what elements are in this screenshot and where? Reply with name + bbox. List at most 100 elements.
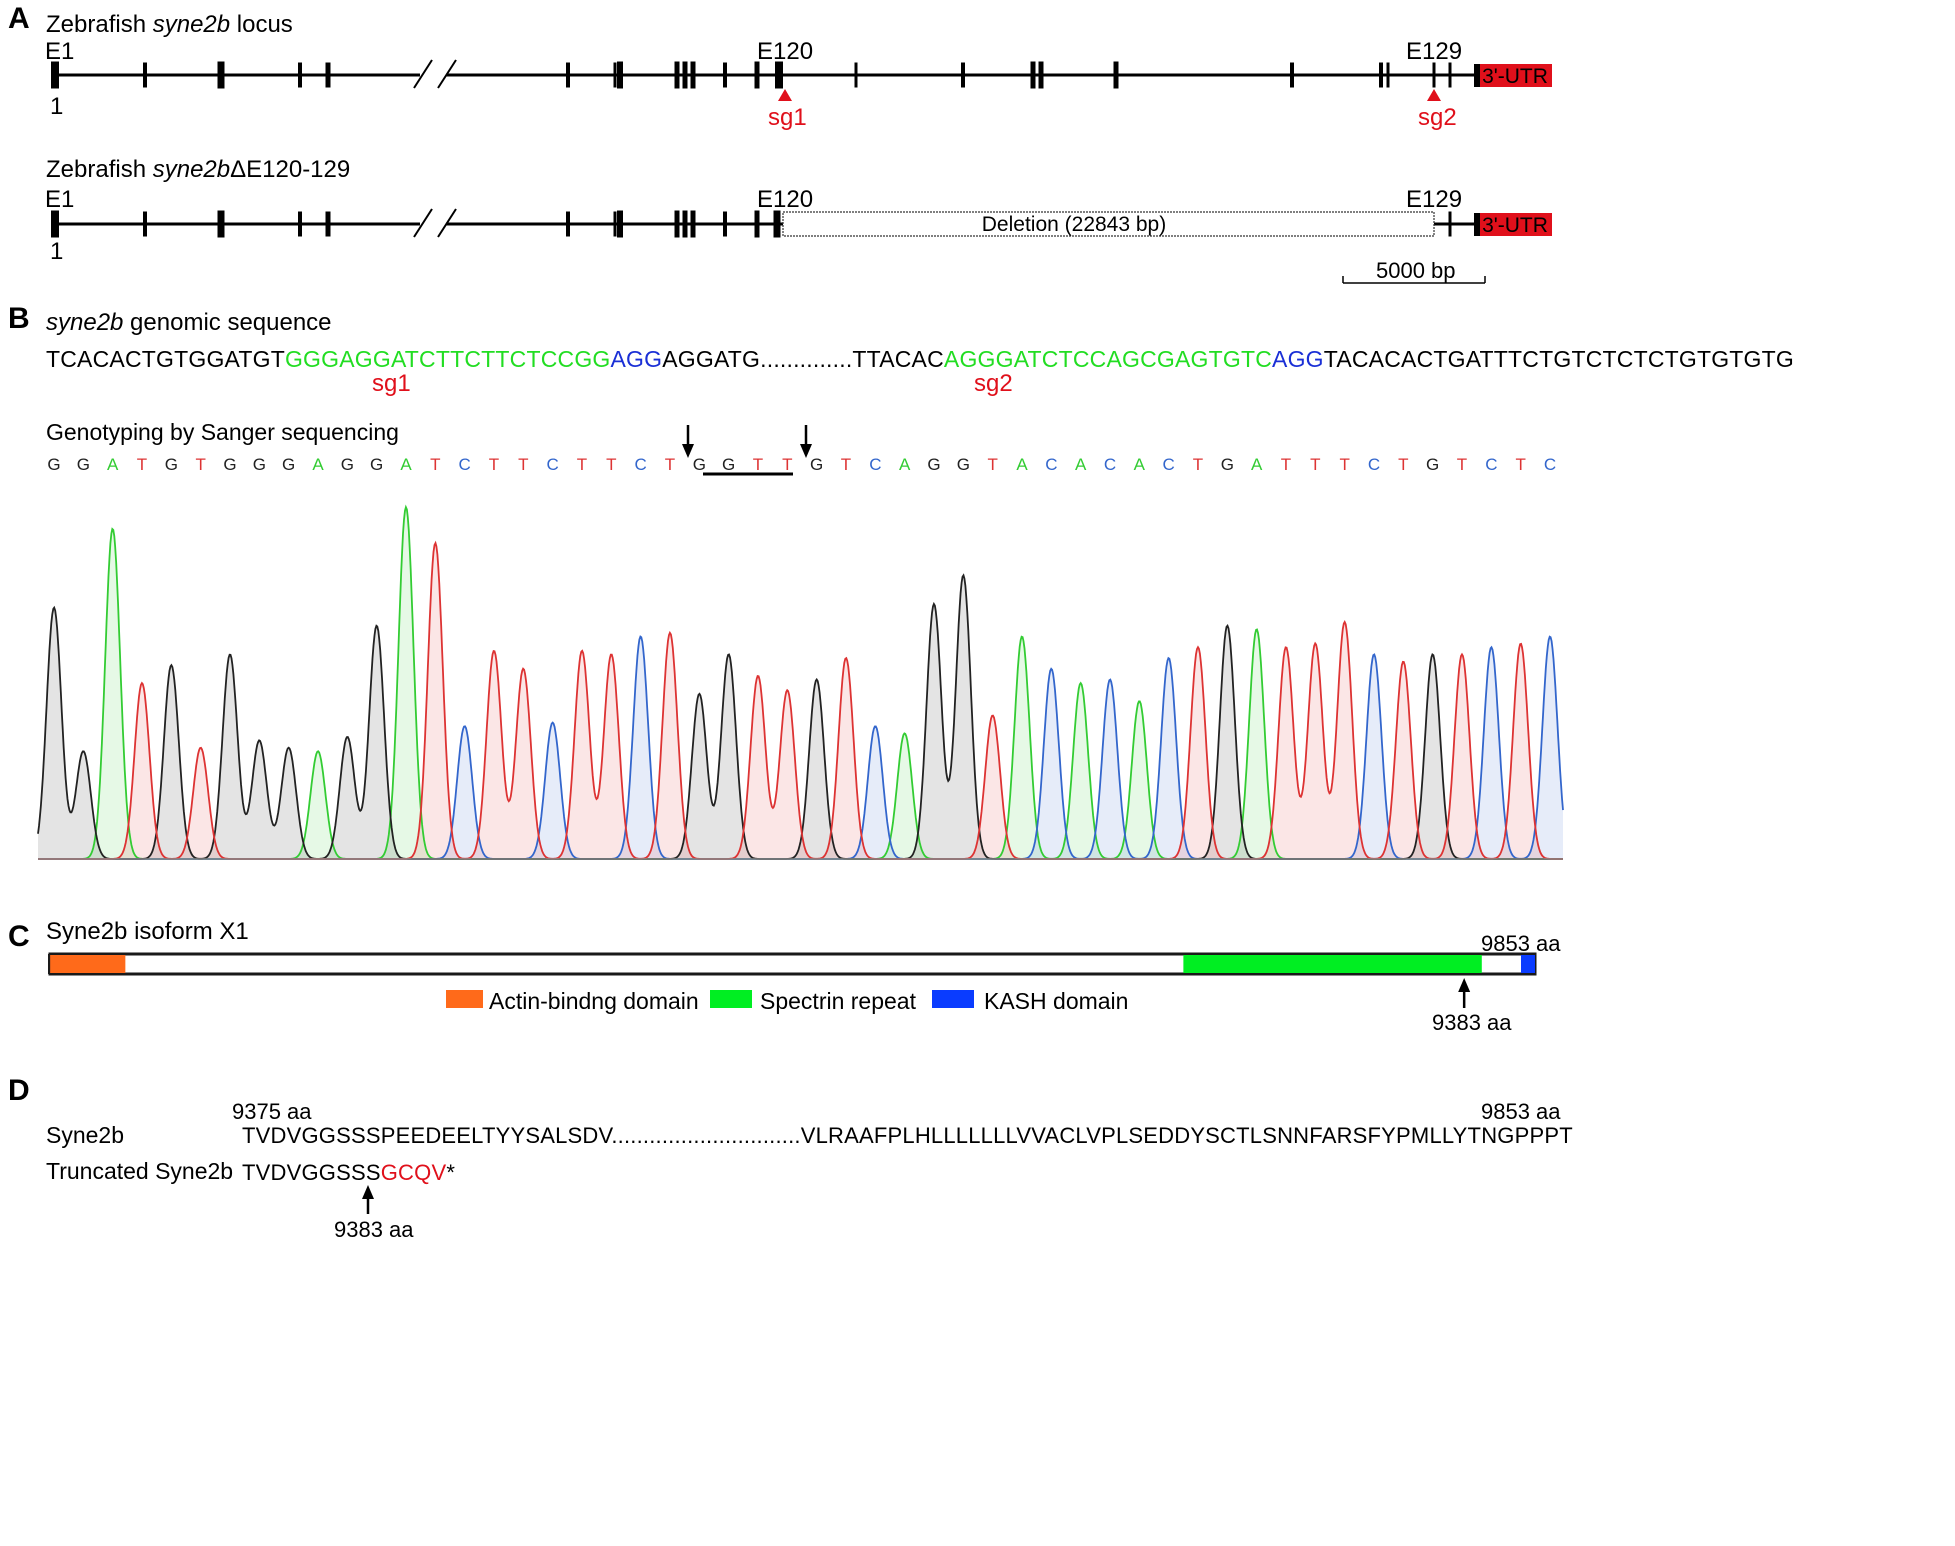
base-call: C: [869, 455, 881, 474]
base-call: G: [282, 455, 295, 474]
seq-sg2-pam: AGG: [1272, 346, 1324, 372]
kash-domain: [1520, 955, 1535, 973]
panel-letter-b: B: [8, 302, 30, 335]
scale-bar: [1342, 276, 1486, 284]
deletion-track: Deletion (22843 bp) 3'-UTR: [51, 208, 1552, 238]
panel-letter-a: A: [8, 2, 30, 35]
base-call: A: [899, 455, 911, 474]
base-call: T: [782, 455, 792, 474]
sg2-arrowhead: [1427, 89, 1441, 101]
deletion-label: Deletion (22843 bp): [982, 213, 1166, 236]
genomic-sequence-title: syne2b genomic sequence: [46, 309, 332, 337]
locus-break-mark-2: [437, 59, 457, 89]
locus-title-gene: syne2b: [152, 11, 231, 38]
exon-mark: [1030, 61, 1036, 89]
spectrin-repeat-domain: [1183, 955, 1482, 973]
exon-mark: [217, 61, 225, 89]
deletion-pos1-label: 1: [50, 238, 64, 265]
base-call: C: [1104, 455, 1116, 474]
truncation-arrow-head: [1458, 978, 1471, 992]
deletion-title-prefix: Zebrafish: [46, 156, 153, 183]
base-call: T: [1398, 455, 1408, 474]
exon-mark: [754, 61, 760, 89]
seq-start-label: 9375 aa: [232, 1099, 312, 1124]
base-call: G: [77, 455, 90, 474]
base-call: T: [1339, 455, 1349, 474]
legend-actin-label: Actin-bindng domain: [489, 988, 699, 1014]
deletion-box: [782, 211, 1435, 237]
truncated-row-name: Truncated Syne2b: [46, 1158, 234, 1184]
locus-utr-box: [1474, 64, 1552, 87]
base-call: T: [841, 455, 851, 474]
syne2b-row-seq: TVDVGGSSSPEEDEELTYYSALSDV...............…: [242, 1123, 1573, 1148]
legend-swatch-actin: [446, 990, 483, 1008]
exon-mark: [690, 210, 696, 238]
base-call: A: [1016, 455, 1028, 474]
exon-mark: [961, 62, 965, 88]
base-call: T: [489, 455, 499, 474]
locus-utr-label: 3'-UTR: [1482, 65, 1548, 88]
truncated-seq-stop: *: [446, 1160, 456, 1185]
seq-sg2-target: AGGGATCTCCAGCGAGTGTC: [943, 346, 1273, 372]
del-break-mark-2: [437, 208, 457, 238]
del-utr-box: [1474, 213, 1552, 236]
locus-track: 3'-UTR: [51, 59, 1552, 101]
base-call: T: [137, 455, 147, 474]
panel-letter-d: D: [8, 1074, 30, 1107]
seq-part-1: TCACACTGTGGATGT: [46, 346, 285, 372]
base-call: G: [957, 455, 970, 474]
base-call: G: [253, 455, 266, 474]
exon-mark: [1448, 62, 1452, 88]
exon-mark: [754, 210, 760, 238]
deletion-e129-label: E129: [1406, 186, 1463, 213]
panel-d-arrow-label: 9383 aa: [334, 1217, 414, 1242]
exon-mark: [773, 210, 781, 238]
exon-mark: [566, 211, 570, 237]
base-call: C: [1544, 455, 1556, 474]
truncated-seq-frameshift: GCQV: [380, 1160, 447, 1185]
trace-fill-a: [38, 507, 1563, 859]
exon-mark: [617, 210, 623, 238]
exon-mark: [143, 62, 147, 88]
base-call: C: [547, 455, 559, 474]
panel-letter-c: C: [8, 920, 30, 953]
base-call: A: [400, 455, 412, 474]
locus-pos1-label: 1: [50, 93, 64, 120]
syne2b-row-name: Syne2b: [46, 1122, 125, 1148]
truncated-seq-retained: TVDVGGSSS: [242, 1160, 381, 1185]
exon-mark: [674, 61, 680, 89]
legend-spectrin-label: Spectrin repeat: [760, 988, 916, 1014]
locus-title: Zebrafish syne2b locus: [46, 11, 293, 39]
seq-sg1-pam: AGG: [610, 346, 663, 372]
exon-mark: [690, 61, 696, 89]
legend-kash-label: KASH domain: [984, 988, 1129, 1014]
base-call: G: [1426, 455, 1439, 474]
base-call: A: [1134, 455, 1146, 474]
sg2-site-label: sg2: [1418, 104, 1457, 131]
sg1-arrowhead: [778, 89, 792, 101]
legend-swatch-spectrin: [710, 990, 752, 1008]
base-call: G: [341, 455, 354, 474]
exon-mark: [325, 211, 331, 237]
base-call: A: [312, 455, 324, 474]
junction-arrow-left-head: [682, 444, 694, 458]
base-call: G: [1221, 455, 1234, 474]
base-call: G: [722, 455, 735, 474]
junction-arrow-right-head: [800, 444, 812, 458]
seq-end-label: 9853 aa: [1481, 1099, 1561, 1124]
exon-mark: [682, 61, 688, 89]
del-break-mark-1: [413, 208, 433, 238]
base-call: A: [1075, 455, 1087, 474]
exon-mark: [674, 210, 680, 238]
exon-mark: [1379, 62, 1383, 88]
isoform-title: Syne2b isoform X1: [46, 918, 249, 945]
exon-mark: [854, 62, 858, 88]
exon-mark: [1038, 61, 1044, 89]
isoform-end-label: 9853 aa: [1481, 931, 1561, 956]
base-call: T: [1281, 455, 1291, 474]
base-call: T: [1515, 455, 1525, 474]
base-call: G: [165, 455, 178, 474]
exon-mark: [613, 62, 617, 88]
